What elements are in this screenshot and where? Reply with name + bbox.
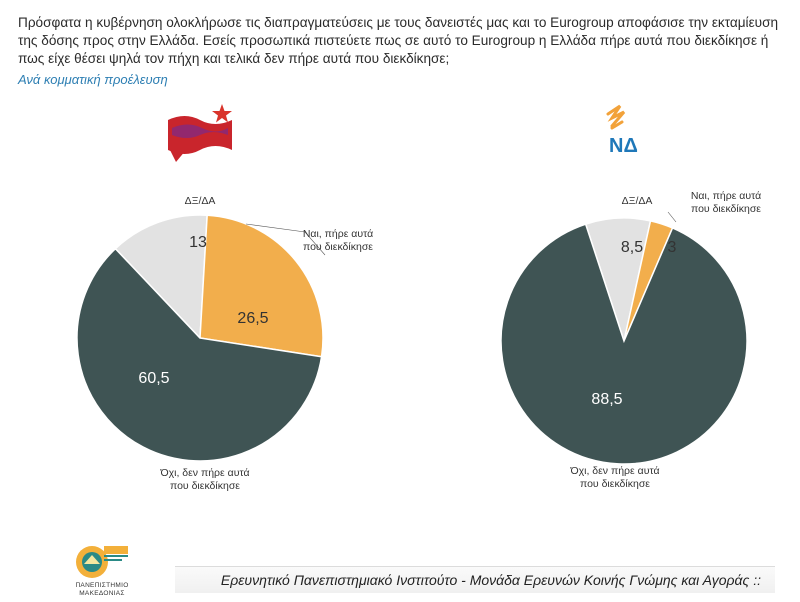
leader-line-yes-left (245, 223, 326, 256)
pie-chart-right: 8,5 3 88,5 ΔΞ/ΔΑ Ναι, πήρε αυτά που διεκ… (500, 190, 761, 490)
value-label-dk-right: 8,5 (621, 239, 643, 256)
category-label-yes-right-1: Ναι, πήρε αυτά (691, 190, 761, 202)
survey-question: Πρόσφατα η κυβέρνηση ολοκλήρωσε τις διαπ… (18, 15, 779, 66)
value-label-yes-left: 26,5 (237, 310, 268, 327)
university-emblem-icon (76, 546, 128, 578)
value-label-dk-left: 13 (189, 234, 207, 251)
category-label-yes-right-2: που διεκδίκησε (691, 203, 761, 215)
value-label-no-right: 88,5 (591, 391, 622, 408)
pie-slice-dk-left (114, 214, 208, 340)
footer-bar: Ερευνητικό Πανεπιστημιακό Ινστιτούτο - Μ… (175, 566, 775, 593)
subtitle: Ανά κομματική προέλευση (18, 72, 168, 87)
category-label-yes-left-1: Ναι, πήρε αυτά (303, 228, 373, 240)
university-name-line2: ΜΑΚΕΔΟΝΙΑΣ (79, 590, 125, 597)
charts-area: ΝΔ 13 26,5 60,5 ΔΞ/ΔΑ Ναι, πήρε αυτά που… (76, 104, 761, 492)
category-label-no-left-1: Όχι, δεν πήρε αυτά (159, 467, 249, 479)
university-name-line1: ΠΑΝΕΠΙΣΤΗΜΙΟ (75, 582, 129, 589)
category-label-no-right-1: Όχι, δεν πήρε αυτά (569, 465, 659, 477)
footer-text: Ερευνητικό Πανεπιστημιακό Ινστιτούτο - Μ… (220, 572, 761, 588)
pie-slice-yes-left (199, 214, 324, 358)
value-label-yes-right: 3 (668, 239, 677, 256)
university-logo: ΠΑΝΕΠΙΣΤΗΜΙΟ ΜΑΚΕΔΟΝΙΑΣ (52, 540, 142, 598)
value-label-no-left: 60,5 (138, 370, 169, 387)
category-label-no-left-2: που διεκδίκησε (170, 480, 240, 492)
leader-line-yes-right (667, 211, 677, 223)
category-label-no-right-2: που διεκδίκησε (580, 478, 650, 490)
party-logo-left-icon (168, 104, 232, 162)
pie-slice-no-left (76, 247, 323, 462)
category-label-yes-left-2: που διεκδίκησε (303, 241, 373, 253)
pie-chart-left: 13 26,5 60,5 ΔΞ/ΔΑ Ναι, πήρε αυτά που δι… (76, 195, 373, 492)
category-label-dk-right: ΔΞ/ΔΑ (622, 195, 653, 207)
party-logo-right-icon: ΝΔ (606, 104, 638, 157)
category-label-dk-left: ΔΞ/ΔΑ (185, 195, 216, 207)
party-logo-right-text: ΝΔ (609, 135, 638, 157)
pie-slice-no-right (500, 223, 748, 465)
